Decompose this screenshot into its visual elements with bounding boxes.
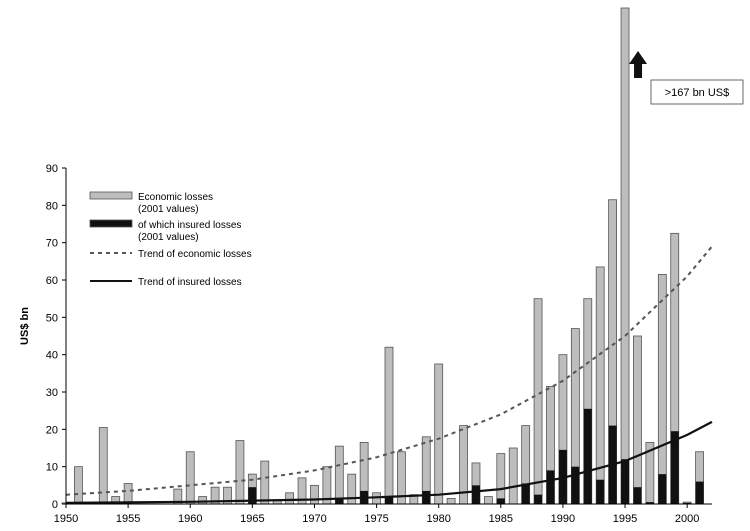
insured-loss-bar (633, 487, 642, 504)
economic-loss-bar (334, 445, 344, 505)
annotation-label: >167 bn US$ (665, 87, 730, 99)
economic-loss-bar (347, 473, 357, 505)
y-tick-label: 10 (46, 462, 58, 474)
economic-loss-bar (657, 273, 667, 505)
legend: Economic losses(2001 values)of which ins… (89, 191, 252, 288)
x-tick-label: 1955 (116, 513, 140, 525)
economic-loss-bar (446, 497, 456, 505)
economic-loss-bar (483, 496, 493, 505)
x-tick-label: 2000 (675, 513, 699, 525)
economic-loss-bar (198, 496, 208, 505)
insured-loss-bar (471, 485, 480, 504)
insured-loss-bar (658, 474, 667, 504)
insured-loss-bar (571, 466, 580, 504)
insured-loss-bar (621, 459, 630, 504)
y-tick-label: 0 (52, 499, 58, 511)
insured-loss-bar (583, 408, 592, 504)
legend-swatch-insured (89, 219, 133, 228)
y-tick-label: 70 (46, 238, 58, 250)
economic-loss-bar (434, 363, 444, 505)
x-tick-label: 1985 (489, 513, 513, 525)
insured-loss-bar (521, 483, 530, 504)
insured-loss-bar (422, 490, 431, 504)
economic-loss-bar (620, 7, 630, 505)
economic-loss-bar (310, 484, 319, 505)
economic-loss-bar (285, 492, 295, 505)
x-tick-label: 1990 (551, 513, 575, 525)
economic-loss-bar (260, 460, 270, 505)
annotation-box (650, 79, 744, 105)
annotation-group: >167 bn US$ (629, 51, 744, 105)
insured-loss-bar (496, 498, 505, 504)
y-tick-label: 50 (46, 312, 58, 324)
up-arrow-icon (629, 51, 648, 78)
x-tick-label: 1965 (240, 513, 264, 525)
trend-economic-line (65, 245, 713, 496)
trend-insured-line (65, 420, 713, 504)
x-tick-label: 1975 (364, 513, 388, 525)
economic-loss-bar (508, 447, 518, 505)
economic-loss-bar (384, 346, 394, 505)
y-axis-label: US$ bn (19, 307, 31, 345)
x-tick-label: 1995 (613, 513, 637, 525)
economic-loss-bar (74, 466, 83, 505)
insured-loss-bar (534, 494, 543, 504)
insured-loss-bar (546, 470, 555, 504)
y-tick-label: 20 (46, 424, 58, 436)
insured-loss-bar (385, 496, 393, 504)
legend-label-trend_economic: Trend of economic losses (138, 249, 252, 260)
x-tick-label: 1970 (302, 513, 326, 525)
insured-loss-bar (645, 502, 654, 504)
insured-loss-bar (335, 498, 344, 504)
legend-label-insured: (2001 values) (138, 232, 199, 243)
economic-loss-bar (533, 298, 543, 505)
legend-label-economic: (2001 values) (138, 204, 199, 215)
insured-loss-bar (596, 479, 605, 504)
y-tick-label: 80 (46, 200, 58, 212)
insured-loss-bar (248, 487, 257, 504)
economic-loss-bar (235, 440, 245, 505)
economic-loss-bar (185, 451, 195, 505)
legend-label-trend_insured: Trend of insured losses (138, 277, 242, 288)
economic-loss-bar (633, 335, 642, 505)
economic-loss-bar (496, 453, 506, 505)
legend-label-insured: of which insured losses (138, 220, 241, 231)
x-tick-label: 1950 (54, 513, 78, 525)
y-tick-label: 60 (46, 275, 58, 287)
x-tick-label: 1960 (178, 513, 202, 525)
y-tick-label: 90 (46, 163, 58, 175)
legend-swatch-economic (89, 191, 133, 200)
x-tick-label: 1980 (426, 513, 450, 525)
axes-group: 0 10 20 30 40 50 60 70 80 90 1950 1955 1960 1965 1970 1… (46, 163, 712, 525)
y-tick-label: 40 (46, 350, 58, 362)
y-tick-label: 30 (46, 387, 58, 399)
economic-loss-bar (123, 483, 133, 505)
insured-loss-bar (695, 481, 704, 504)
legend-label-economic: Economic losses (138, 192, 213, 203)
trend-lines-group (65, 245, 713, 504)
insured-loss-bar (670, 431, 679, 504)
bars-group (61, 7, 704, 505)
insured-loss-bar (683, 502, 692, 504)
